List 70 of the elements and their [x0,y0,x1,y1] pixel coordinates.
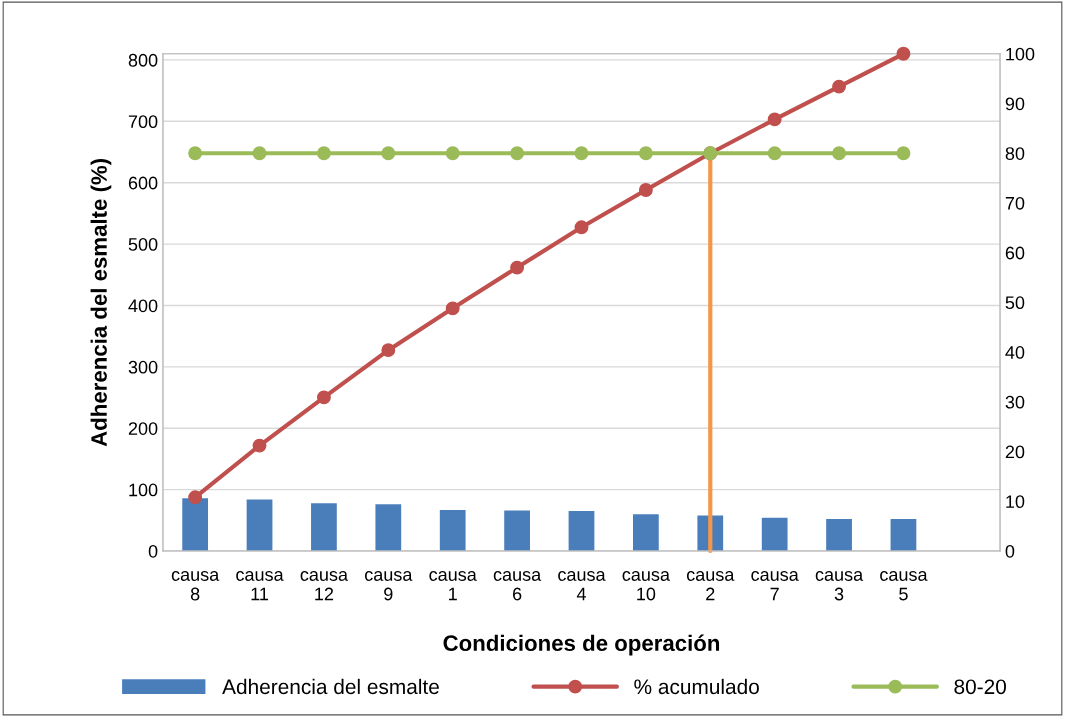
point [510,146,525,161]
x-tick-label: causa 12 [300,571,349,601]
y2-tick-label: 100 [1006,47,1035,61]
point [510,260,525,275]
legend-label: % acumulado [634,678,759,695]
y-tick-label: 100 [129,483,158,497]
y2-tick-label: 0 [1005,544,1015,558]
point [767,146,782,161]
y2-tick-label: 60 [1005,246,1025,260]
x-tick-label: causa 11 [236,571,284,601]
legend-label: Adherencia del esmalte [222,678,439,695]
bar [311,503,337,552]
x-tick-label: causa 5 [880,571,928,601]
point [381,146,396,161]
x-tick-label: causa 1 [429,571,477,601]
y2-tick-label: 70 [1005,196,1025,210]
x-tick-label: causa 4 [558,571,606,601]
y-tick-label: 0 [148,544,158,558]
y-tick-label: 800 [128,53,158,67]
point [445,301,460,316]
y-tick-label: 200 [128,422,158,435]
point [896,146,911,161]
y2-tick-label: 10 [1006,495,1025,509]
point [574,220,589,235]
bar [633,514,659,552]
bar [568,511,595,552]
y2-tick-label: 50 [1005,296,1025,310]
y-tick-label: 700 [128,115,158,129]
point [832,79,847,94]
point [188,146,203,161]
point [445,146,460,161]
point [252,438,267,453]
y2-tick-label: 80 [1005,147,1025,160]
point [574,146,589,161]
y2-tick-label: 30 [1005,395,1025,409]
y2-tick-label: 40 [1005,346,1025,359]
legend-label: 80-20 [954,679,1006,695]
y-axis-title: Adherencia del esmalte (%) [90,159,112,447]
bar [890,519,917,552]
point [638,146,653,161]
bar [182,498,209,552]
x-tick-label: causa 9 [364,571,413,601]
point [316,146,331,161]
bar [246,499,273,552]
bar [826,519,852,552]
point [767,112,782,127]
bar [375,504,402,552]
y2-tick-label: 20 [1005,445,1025,459]
point [638,183,653,197]
point [381,343,396,358]
x-axis-title: Condiciones de operación [443,634,720,656]
bar [761,517,788,552]
y-tick-label: 500 [128,238,158,251]
point [188,490,203,505]
x-tick-label: causa 7 [751,571,799,601]
x-tick-label: causa 6 [493,571,542,601]
y-tick-label: 400 [128,299,158,313]
x-tick-label: causa 2 [686,571,735,601]
point [316,390,331,405]
x-tick-label: causa 8 [171,571,220,601]
x-tick-label: causa 10 [622,571,670,601]
x-tick-label: causa 3 [815,571,864,601]
bar [439,509,466,552]
point [252,146,267,161]
y-tick-label: 600 [128,176,158,190]
y-tick-label: 300 [128,360,158,374]
bar [504,510,530,552]
y2-tick-label: 90 [1005,97,1025,111]
point [896,46,911,61]
point [832,146,847,161]
